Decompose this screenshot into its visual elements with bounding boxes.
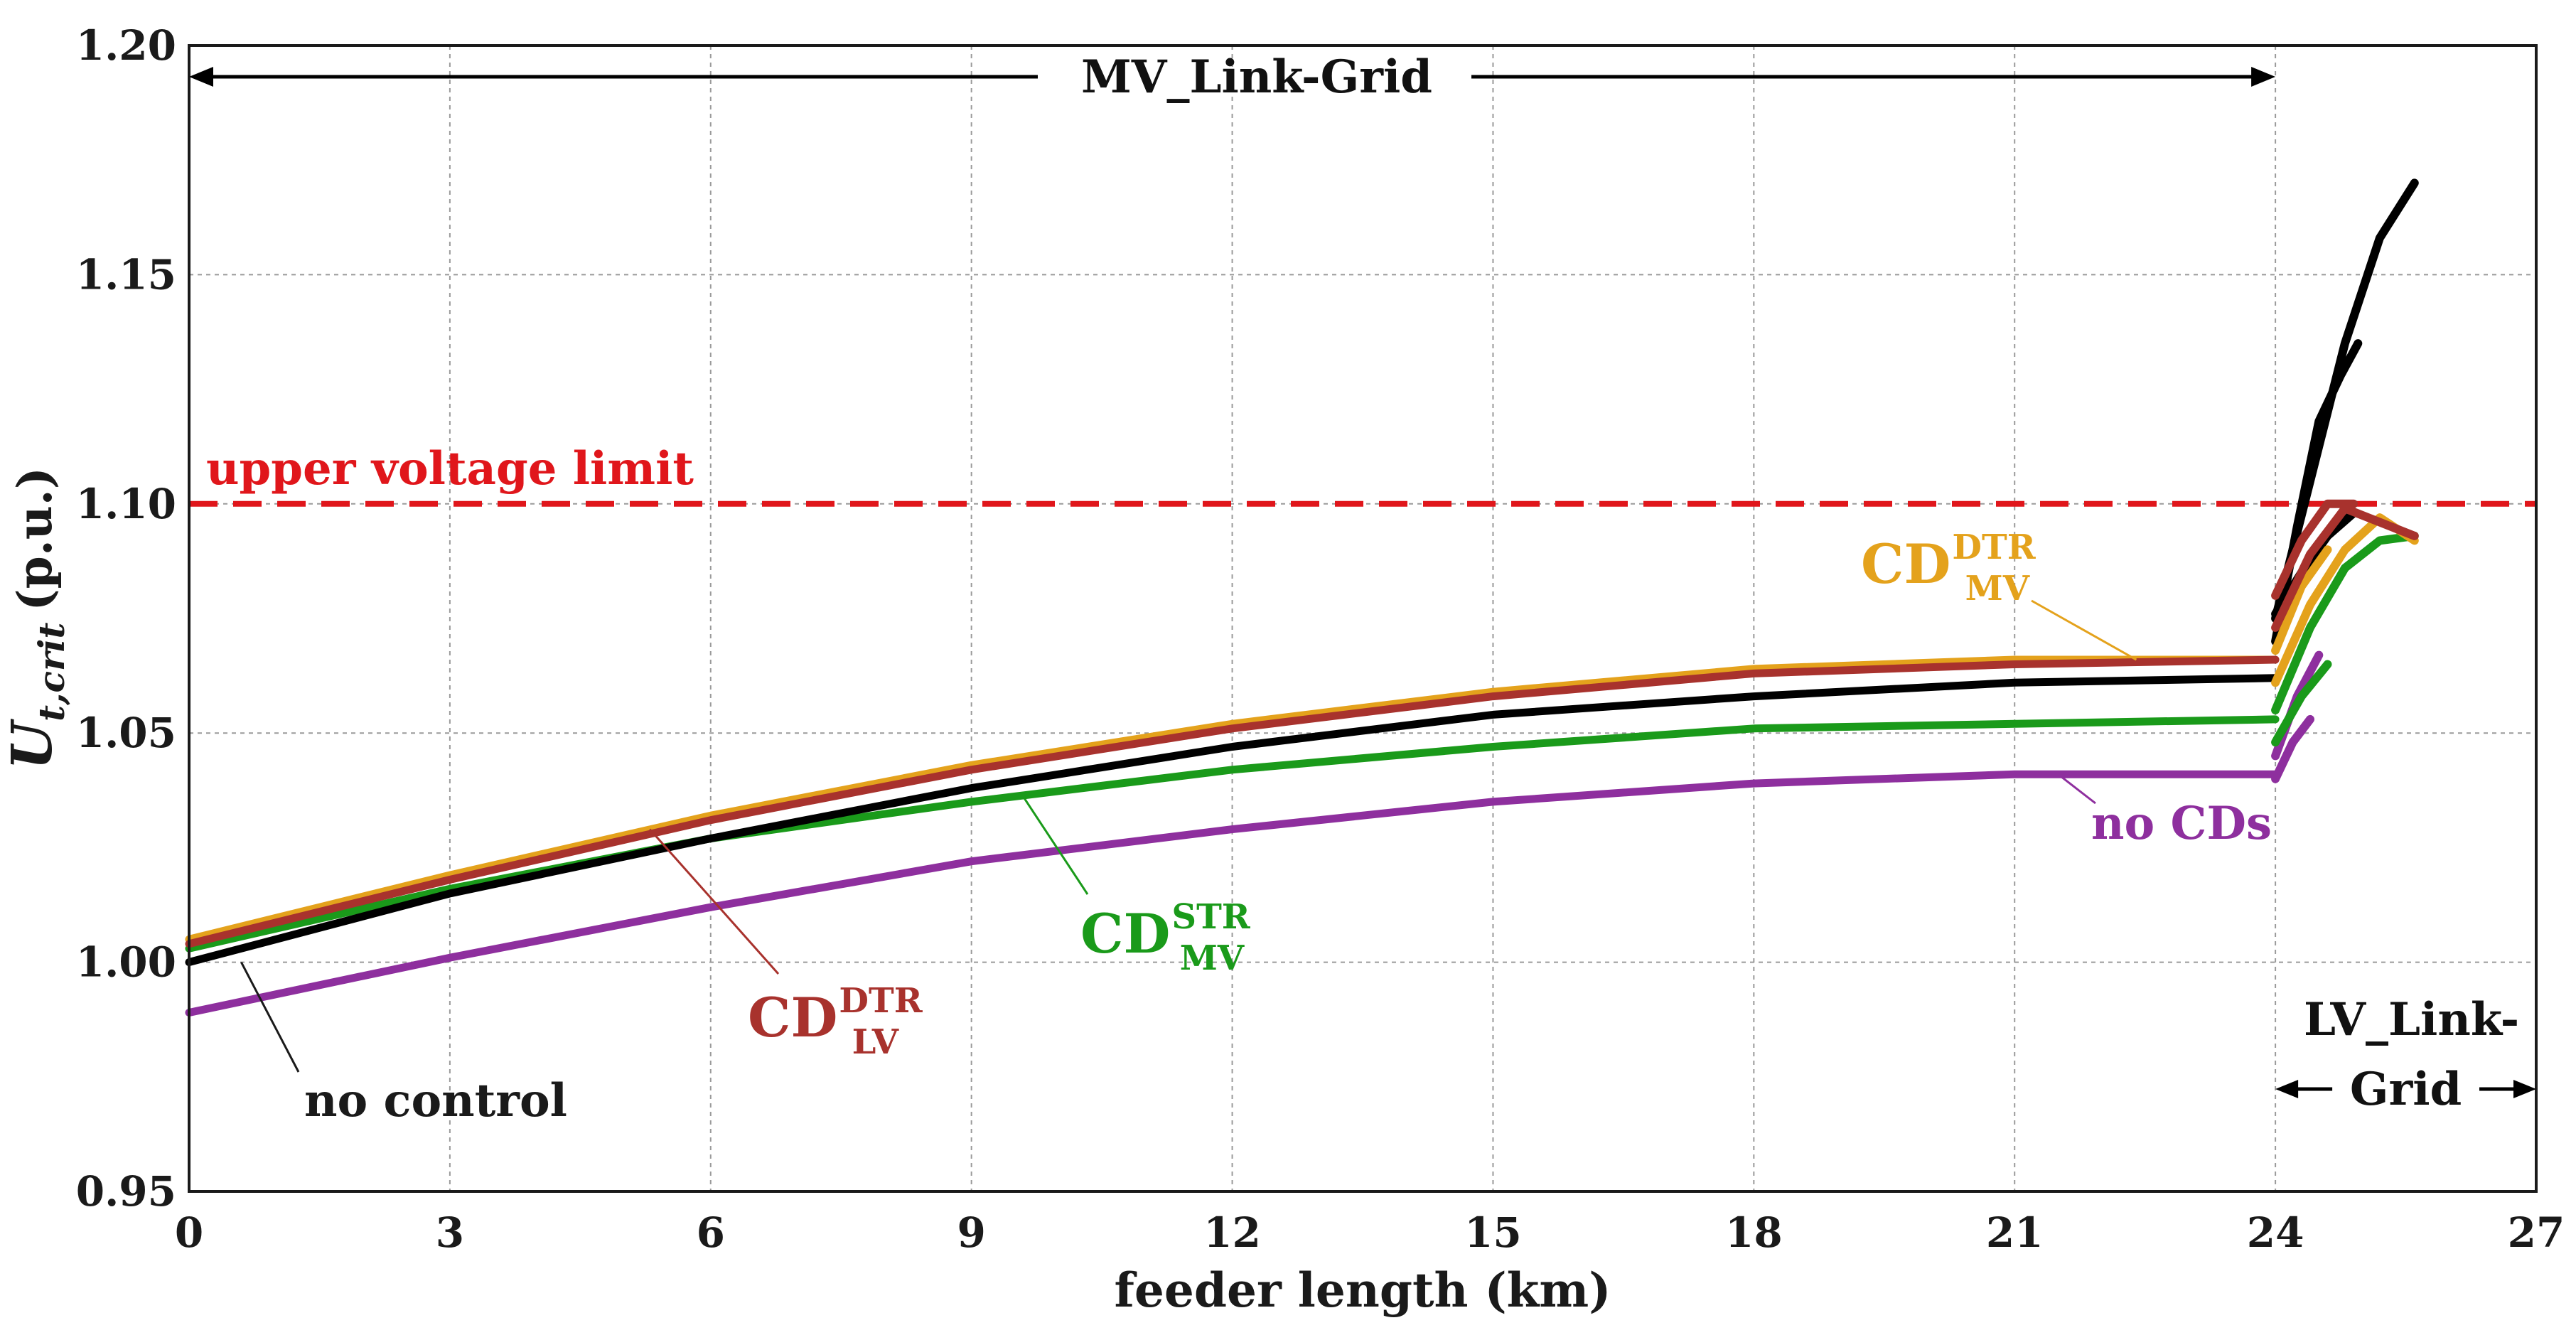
lv-branch-line xyxy=(2271,545,2332,655)
y-tick-label: 0.95 xyxy=(76,1167,176,1216)
y-axis-symbol: U xyxy=(0,719,65,770)
y-tick-label: 1.20 xyxy=(76,21,176,70)
annotation-leader-line xyxy=(2031,599,2137,661)
annotation-label: no CDs xyxy=(2091,797,2272,850)
series-group xyxy=(185,178,2419,1017)
axis-ticks: 0 3 6 9 12 15 18 21 24 27 0.95 1.00 1.05 1.10 1.15 1.20 xyxy=(76,21,2565,1257)
annotation-cd-mv-dtr: CDDTR MV xyxy=(1861,527,2137,661)
mv-region-label: MV_Link-Grid xyxy=(1081,50,1432,104)
svg-text:Ut,crit(p.u.): Ut,crit (p.u.) xyxy=(0,467,73,770)
y-axis-unit: (p.u.) xyxy=(7,467,63,611)
annotation-base: CD xyxy=(1080,902,1170,965)
series-cd-lv-dtr xyxy=(185,499,2419,948)
x-tick-label: 0 xyxy=(175,1208,203,1257)
annotation-leader-line xyxy=(2057,773,2096,805)
y-tick-label: 1.15 xyxy=(76,250,176,299)
y-axis-subscript: t,crit xyxy=(31,623,73,722)
x-tick-label: 21 xyxy=(1986,1208,2044,1257)
annotation-base: CD xyxy=(1861,532,1950,596)
x-tick-label: 18 xyxy=(1725,1208,1783,1257)
x-tick-label: 6 xyxy=(697,1208,725,1257)
y-tick-label: 1.10 xyxy=(76,480,176,528)
series-line xyxy=(185,655,2280,948)
lv-branch-line xyxy=(2271,504,2419,632)
annotation-subscript: MV xyxy=(1180,938,1245,978)
lv-region-label-line1: LV_Link- xyxy=(2304,993,2519,1046)
annotation-cd-mv-str: CDSTR MV xyxy=(1022,796,1251,978)
lv-region-arrowhead-right xyxy=(2513,1080,2536,1098)
x-tick-label: 27 xyxy=(2508,1208,2565,1257)
annotation-label: CDSTR MV xyxy=(1080,897,1251,978)
annotation-base: CD xyxy=(748,986,837,1049)
annotation-superscript: STR xyxy=(1171,897,1250,937)
series-line xyxy=(185,655,2280,943)
annotation-subscript: LV xyxy=(852,1022,899,1062)
lv-branch-line xyxy=(2271,531,2419,714)
y-axis-title: Ut,crit (p.u.) xyxy=(0,467,73,770)
series-line xyxy=(185,770,2280,1017)
lv-branch-line xyxy=(2271,499,2358,600)
lv-region-label-line2: Grid xyxy=(2350,1063,2462,1116)
y-tick-label: 1.00 xyxy=(76,938,176,987)
annotation-label: CDDTR LV xyxy=(748,981,923,1062)
series-line xyxy=(185,674,2280,967)
mv-region-arrowhead-right xyxy=(2251,67,2276,87)
plot-area-frame xyxy=(188,44,2538,1193)
annotation-label: CDDTR MV xyxy=(1861,527,2036,608)
mv-region-arrowhead-left xyxy=(189,67,213,87)
y-tick-label: 1.05 xyxy=(76,709,176,757)
region-lv-link-grid: LV_Link- Grid xyxy=(2275,993,2536,1116)
region-mv-link-grid: MV_Link-Grid xyxy=(189,50,2276,104)
annotation-leader-line xyxy=(1022,796,1089,895)
lv-branch-line xyxy=(2271,714,2314,783)
lv-region-arrowhead-left xyxy=(2275,1080,2299,1098)
annotation-leader-line xyxy=(240,961,300,1073)
x-tick-label: 24 xyxy=(2247,1208,2304,1257)
x-tick-label: 3 xyxy=(436,1208,464,1257)
annotation-no-cds: no CDs xyxy=(2057,773,2272,850)
annotation-leader-line xyxy=(649,828,780,975)
x-axis-title: feeder length (km) xyxy=(1115,1262,1611,1318)
annotation-no-control: no control xyxy=(240,961,567,1127)
x-tick-label: 9 xyxy=(957,1208,985,1257)
annotation-label: no control xyxy=(304,1074,567,1127)
annotation-superscript: DTR xyxy=(839,981,923,1021)
upper-voltage-limit-label: upper voltage limit xyxy=(206,442,694,495)
x-tick-label: 15 xyxy=(1464,1208,1522,1257)
lv-branch-line xyxy=(2271,178,2419,623)
x-tick-label: 12 xyxy=(1203,1208,1261,1257)
annotation-subscript: MV xyxy=(1965,569,2030,608)
annotation-cd-lv-dtr: CDDTR LV xyxy=(649,828,923,1062)
annotation-superscript: DTR xyxy=(1952,527,2036,567)
lv-branch-line xyxy=(2271,660,2332,747)
